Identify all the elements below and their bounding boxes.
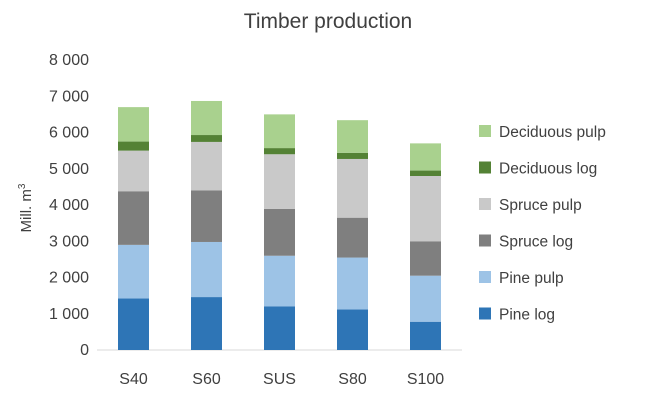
bar-segment-spruce-log bbox=[191, 190, 222, 242]
bar-segment-spruce-log bbox=[337, 217, 368, 258]
y-tick-label: 1 000 bbox=[49, 306, 89, 323]
legend-swatch bbox=[479, 198, 491, 210]
bar-segment-pine-pulp bbox=[337, 257, 368, 310]
legend-label: Pine log bbox=[499, 307, 555, 324]
bar-segment-pine-log bbox=[410, 321, 441, 350]
bar-segment-pine-log bbox=[118, 298, 149, 350]
bar-segment-deciduous-log bbox=[337, 152, 368, 159]
bar-segment-deciduous-pulp bbox=[191, 100, 222, 136]
x-tick-label: S40 bbox=[119, 371, 148, 388]
y-tick-label: 0 bbox=[80, 342, 89, 359]
bar-segment-spruce-pulp bbox=[191, 141, 222, 191]
x-tick-label: S80 bbox=[338, 371, 367, 388]
bar-segment-spruce-pulp bbox=[264, 154, 295, 209]
y-tick-label: 8 000 bbox=[49, 52, 89, 69]
bar-segment-deciduous-pulp bbox=[264, 114, 295, 149]
bar-segment-pine-log bbox=[337, 309, 368, 350]
bar-segment-pine-log bbox=[191, 297, 222, 350]
legend-swatch bbox=[479, 271, 491, 283]
bar-segment-deciduous-log bbox=[264, 148, 295, 155]
y-tick-label: 5 000 bbox=[49, 161, 89, 178]
bar-segment-spruce-pulp bbox=[410, 176, 441, 242]
bar-segment-pine-pulp bbox=[410, 275, 441, 322]
legend-label: Deciduous log bbox=[499, 161, 597, 178]
bar-segment-spruce-log bbox=[264, 208, 295, 256]
y-tick-label: 2 000 bbox=[49, 270, 89, 287]
bar-segment-pine-log bbox=[264, 306, 295, 350]
bar-segment-pine-pulp bbox=[191, 241, 222, 298]
y-axis-ticks: 0 1 000 2 000 3 000 4 000 5 000 6 000 7 000 8 00… bbox=[49, 52, 89, 359]
chart-title: Timber production bbox=[244, 10, 412, 33]
bars bbox=[118, 100, 441, 350]
legend: Deciduous pulp Deciduous log Spruce pulp Sp… bbox=[479, 124, 606, 324]
bar-segment-deciduous-pulp bbox=[118, 107, 149, 142]
bar-segment-spruce-pulp bbox=[118, 150, 149, 192]
legend-label: Spruce pulp bbox=[499, 197, 582, 214]
legend-label: Deciduous pulp bbox=[499, 124, 606, 141]
x-tick-label: SUS bbox=[263, 371, 296, 388]
legend-swatch bbox=[479, 125, 491, 137]
bar-segment-deciduous-pulp bbox=[410, 143, 441, 171]
y-tick-label: 7 000 bbox=[49, 88, 89, 105]
x-axis-ticks: S40 S60 SUS S80 S100 bbox=[119, 371, 444, 388]
y-tick-label: 4 000 bbox=[49, 197, 89, 214]
x-tick-label: S60 bbox=[192, 371, 221, 388]
legend-label: Spruce log bbox=[499, 234, 573, 251]
legend-swatch bbox=[479, 307, 491, 320]
legend-swatch bbox=[479, 161, 491, 174]
bar-segment-spruce-log bbox=[118, 191, 149, 245]
y-tick-label: 6 000 bbox=[49, 125, 89, 142]
legend-label: Pine pulp bbox=[499, 270, 564, 287]
bar-segment-pine-pulp bbox=[264, 255, 295, 307]
bar-segment-deciduous-pulp bbox=[337, 120, 368, 153]
y-axis-label: Mill. m3 bbox=[17, 183, 35, 232]
legend-swatch bbox=[479, 234, 491, 247]
bar-segment-deciduous-log bbox=[410, 170, 441, 176]
y-tick-label: 3 000 bbox=[49, 233, 89, 250]
bar-segment-pine-pulp bbox=[118, 244, 149, 299]
bar-segment-deciduous-log bbox=[191, 135, 222, 142]
bar-segment-deciduous-log bbox=[118, 141, 149, 151]
bar-segment-spruce-pulp bbox=[337, 158, 368, 218]
bar-segment-spruce-log bbox=[410, 241, 441, 276]
x-tick-label: S100 bbox=[407, 371, 444, 388]
svg-text:Mill. m3: Mill. m3 bbox=[17, 183, 35, 232]
